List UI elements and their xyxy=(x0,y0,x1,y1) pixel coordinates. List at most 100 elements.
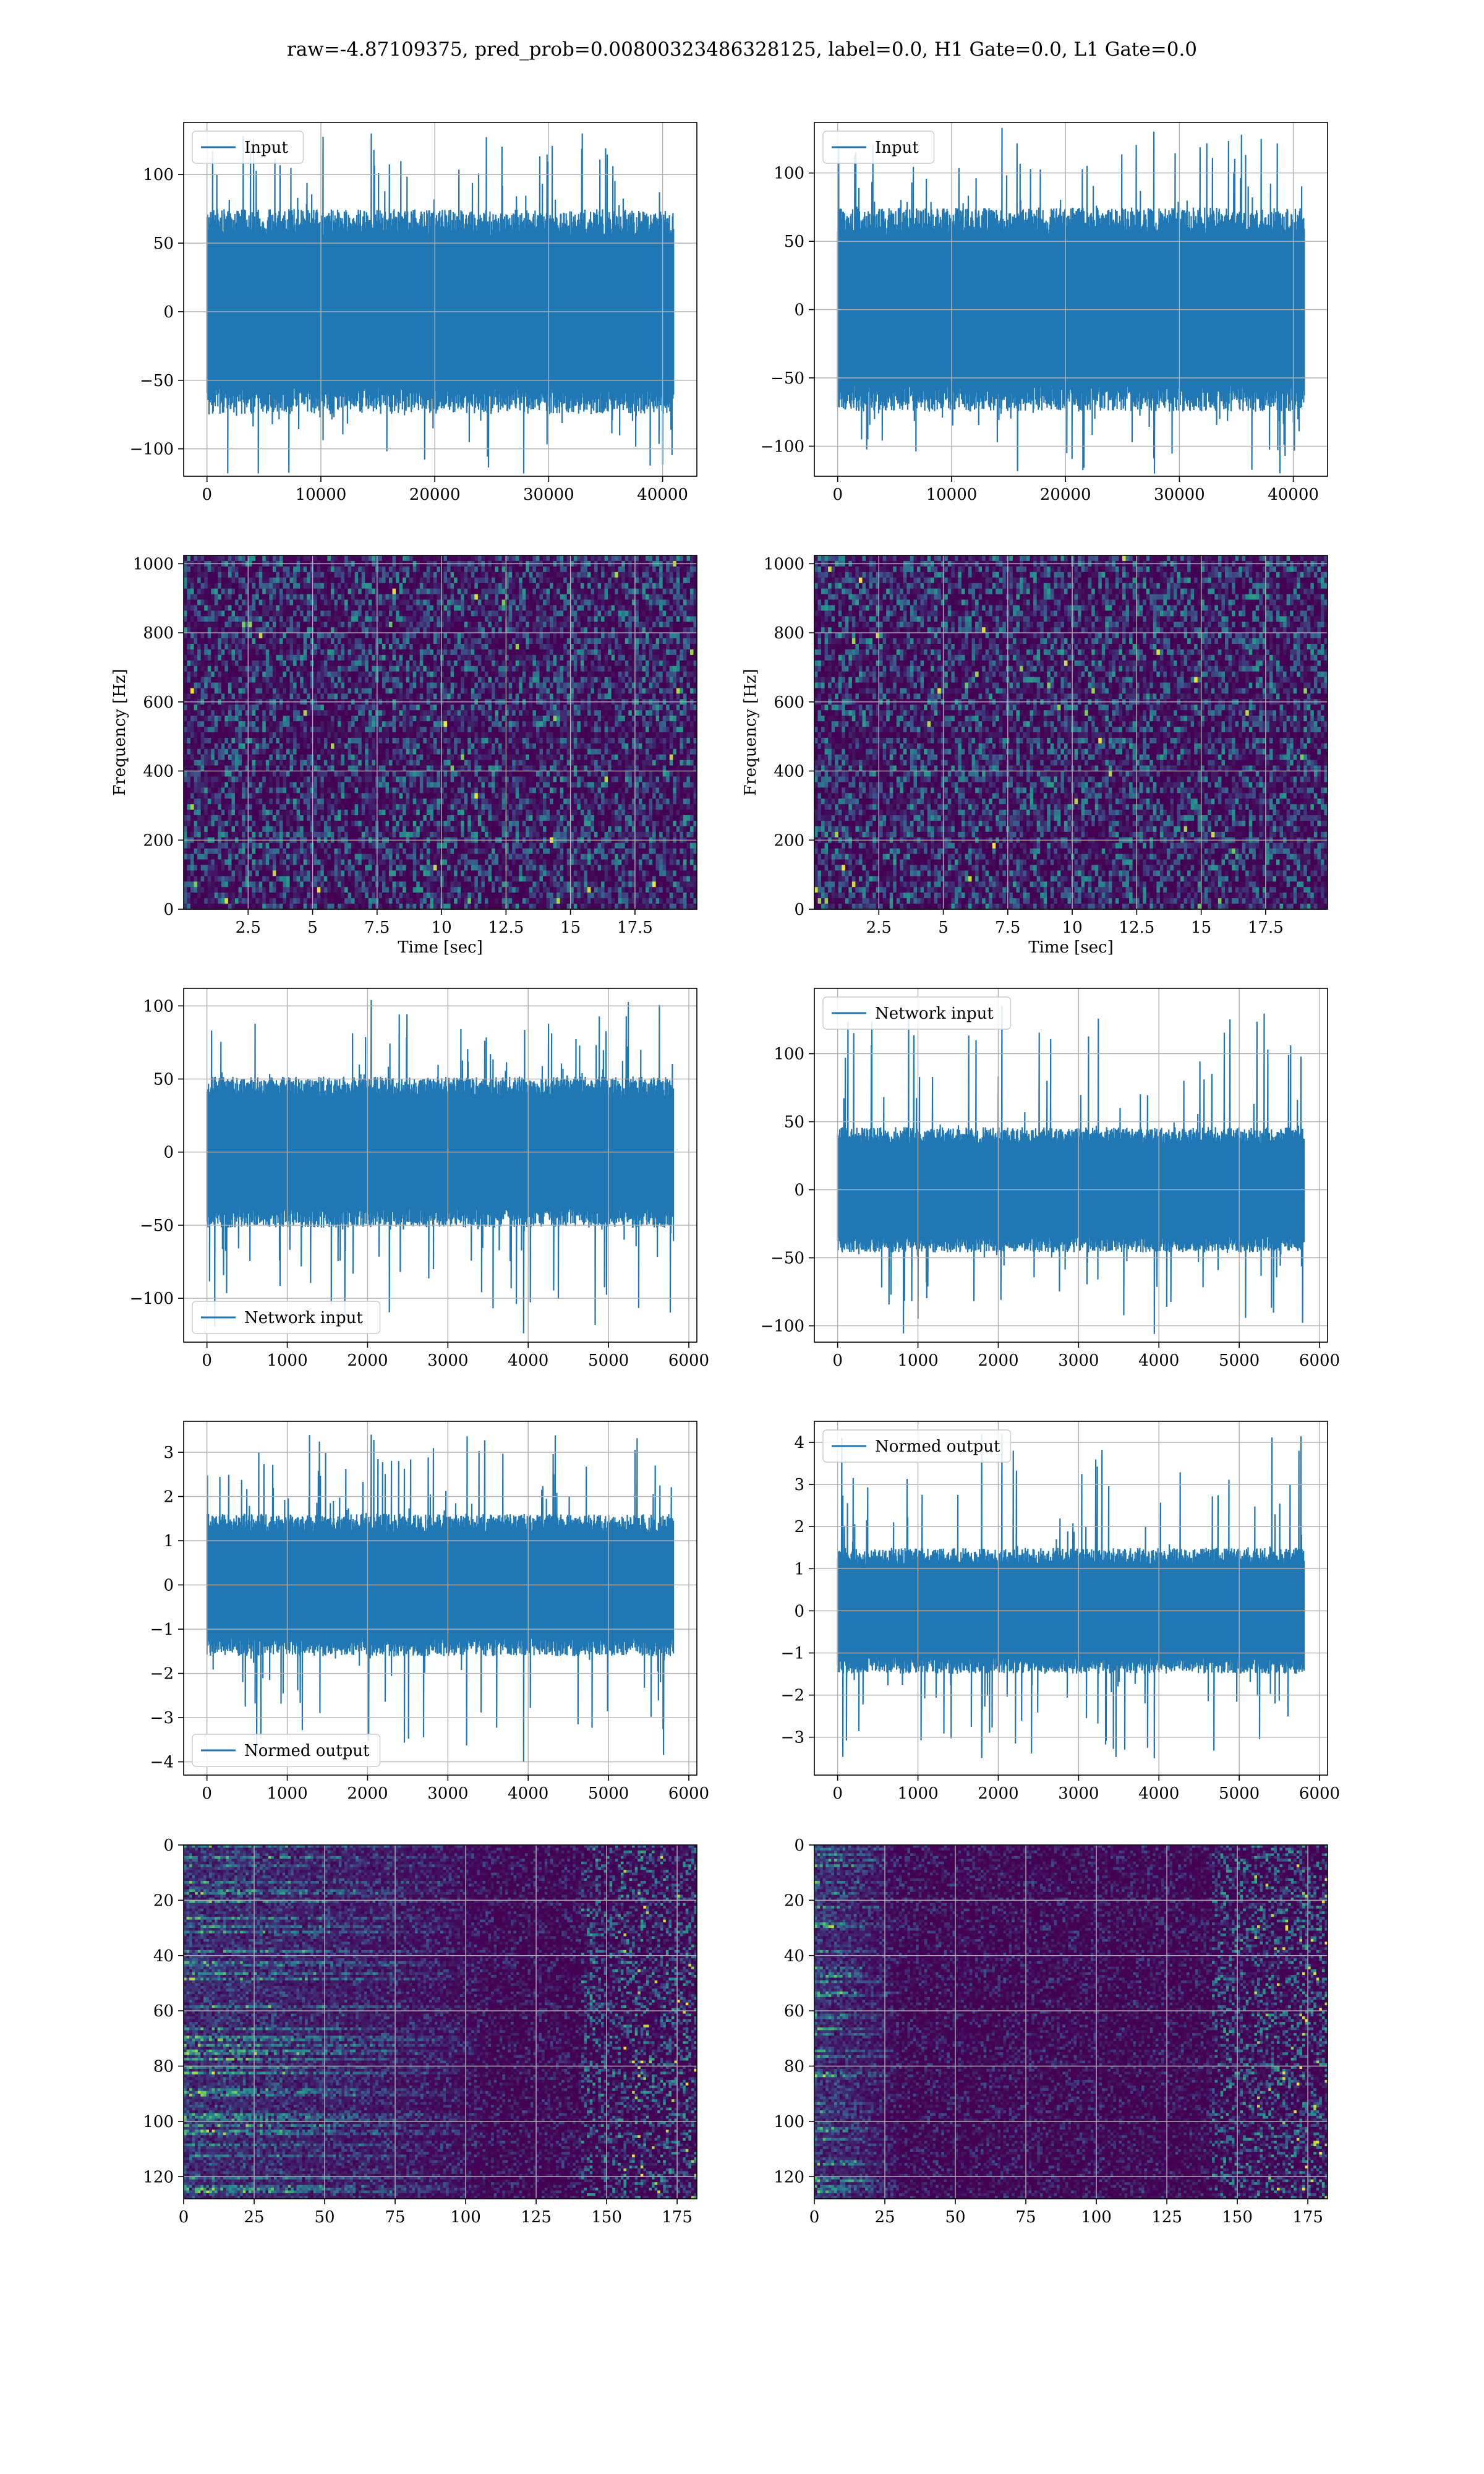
heatmap-cell xyxy=(649,644,653,650)
heatmap-cell xyxy=(273,716,276,722)
heatmap-cell xyxy=(324,661,328,667)
heatmap-cell xyxy=(594,600,598,606)
heatmap-cell xyxy=(447,710,451,716)
heatmap-cell xyxy=(351,567,355,573)
heatmap-cell xyxy=(393,704,396,711)
heatmap-cell xyxy=(262,578,266,584)
heatmap-cell xyxy=(389,627,393,633)
heatmap-cell xyxy=(680,638,683,644)
heatmap-cell xyxy=(646,677,649,683)
heatmap-cell xyxy=(670,693,673,700)
heatmap-cell xyxy=(433,610,437,617)
heatmap-cell xyxy=(512,693,516,700)
heatmap-cell xyxy=(492,627,495,633)
heatmap-cell xyxy=(485,649,488,656)
heatmap-cell xyxy=(218,677,221,683)
heatmap-cell xyxy=(635,555,639,562)
heatmap-cell xyxy=(676,616,680,622)
heatmap-cell xyxy=(396,716,399,722)
heatmap-cell xyxy=(221,610,225,617)
heatmap-cell xyxy=(307,627,310,633)
heatmap-cell xyxy=(444,677,448,683)
heatmap-cell xyxy=(509,710,513,716)
heatmap-cell xyxy=(556,616,560,622)
heatmap-cell xyxy=(598,649,602,656)
heatmap-cell xyxy=(440,583,444,589)
heatmap-cell xyxy=(351,677,355,683)
heatmap-cell xyxy=(649,688,653,695)
heatmap-cell xyxy=(406,567,410,573)
heatmap-cell xyxy=(224,627,228,633)
heatmap-cell xyxy=(618,649,622,656)
heatmap-cell xyxy=(218,594,221,601)
legend-label: Input xyxy=(875,139,919,157)
heatmap-cell xyxy=(194,589,198,595)
heatmap-cell xyxy=(276,594,279,601)
heatmap-cell xyxy=(204,616,208,622)
heatmap-cell xyxy=(543,721,547,727)
heatmap-cell xyxy=(396,721,399,727)
heatmap-cell xyxy=(673,638,676,644)
heatmap-cell xyxy=(563,578,567,584)
heatmap-cell xyxy=(608,589,612,595)
heatmap-cell xyxy=(358,616,362,622)
heatmap-cell xyxy=(615,688,618,695)
heatmap-cell xyxy=(659,727,663,733)
heatmap-cell xyxy=(369,688,372,695)
heatmap-cell xyxy=(659,578,663,584)
heatmap-cell xyxy=(536,693,540,700)
heatmap-cell xyxy=(556,693,560,700)
heatmap-cell xyxy=(581,716,584,722)
heatmap-cell xyxy=(372,555,375,562)
heatmap-cell xyxy=(420,716,424,722)
heatmap-cell xyxy=(584,661,587,667)
heatmap-cell xyxy=(673,727,676,733)
heatmap-cell xyxy=(529,688,533,695)
heatmap-cell xyxy=(686,578,690,584)
heatmap-cell xyxy=(625,583,629,589)
heatmap-cell xyxy=(409,688,413,695)
heatmap-cell xyxy=(440,644,444,650)
heatmap-cell xyxy=(313,567,317,573)
heatmap-cell xyxy=(324,649,328,656)
heatmap-cell xyxy=(413,627,417,633)
heatmap-cell xyxy=(598,572,602,578)
heatmap-cell xyxy=(666,661,670,667)
heatmap-cell xyxy=(300,583,304,589)
heatmap-cell xyxy=(348,589,352,595)
heatmap-cell xyxy=(612,594,615,601)
heatmap-cell xyxy=(331,677,335,683)
heatmap-cell xyxy=(451,555,454,562)
heatmap-cell xyxy=(635,605,639,611)
heatmap-cell xyxy=(242,672,245,678)
heatmap-cell xyxy=(474,633,478,639)
heatmap-cell xyxy=(378,727,382,733)
heatmap-cell xyxy=(290,732,294,738)
heatmap-cell xyxy=(279,600,283,606)
heatmap-cell xyxy=(215,704,218,711)
heatmap-cell xyxy=(509,644,513,650)
heatmap-cell xyxy=(663,578,667,584)
heatmap-cell xyxy=(594,683,598,689)
heatmap-cell xyxy=(259,638,263,644)
heatmap-cell xyxy=(393,616,396,622)
heatmap-cell xyxy=(427,666,430,672)
heatmap-cell xyxy=(221,721,225,727)
heatmap-cell xyxy=(498,677,502,683)
heatmap-cell xyxy=(416,555,420,562)
heatmap-cell xyxy=(242,683,245,689)
heatmap-cell xyxy=(187,616,191,622)
heatmap-cell xyxy=(512,616,516,622)
heatmap-cell xyxy=(686,567,690,573)
heatmap-cell xyxy=(249,727,252,733)
heatmap-cell xyxy=(488,688,492,695)
heatmap-cell xyxy=(211,672,215,678)
heatmap-cell xyxy=(467,721,471,727)
heatmap-cell xyxy=(211,716,215,722)
heatmap-cell xyxy=(481,572,485,578)
heatmap-cell xyxy=(587,693,591,700)
heatmap-cell xyxy=(307,555,310,562)
heatmap-cell xyxy=(581,610,584,617)
heatmap-cell xyxy=(420,683,424,689)
heatmap-cell xyxy=(399,683,403,689)
